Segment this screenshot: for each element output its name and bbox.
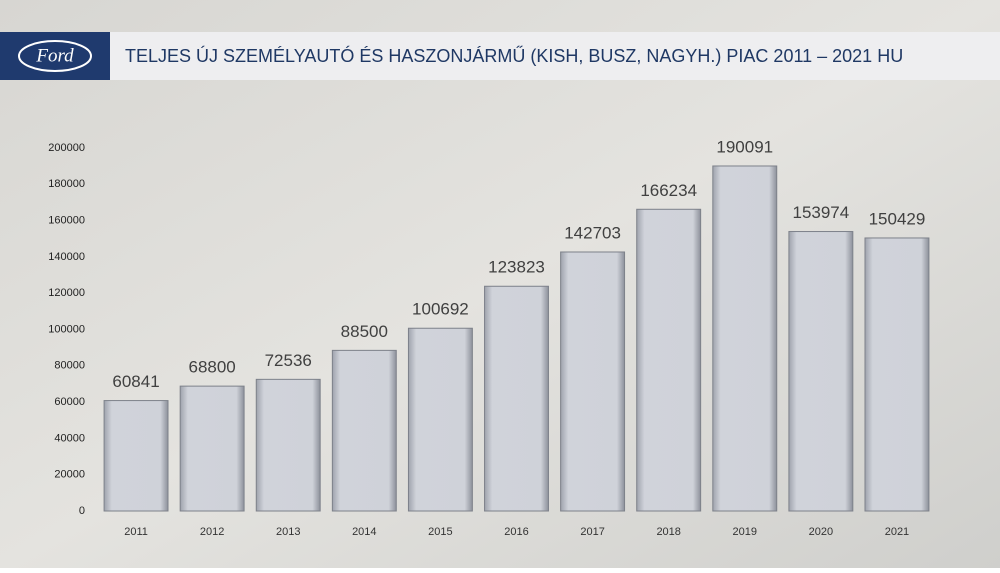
- y-tick-label: 40000: [54, 432, 85, 444]
- x-tick-label: 2014: [352, 526, 376, 538]
- y-tick-label: 100000: [48, 323, 85, 335]
- x-tick-label: 2019: [733, 526, 757, 538]
- x-tick-label: 2013: [276, 526, 300, 538]
- chart-title: TELJES ÚJ SZEMÉLYAUTÓ ÉS HASZONJÁRMŰ (KI…: [125, 45, 903, 66]
- bar: [331, 349, 397, 512]
- bar: [407, 327, 473, 512]
- x-tick-label: 2015: [428, 526, 452, 538]
- data-label: 190091: [716, 137, 773, 156]
- x-tick-label: 2012: [200, 526, 224, 538]
- y-tick-label: 20000: [54, 469, 85, 481]
- x-tick-label: 2017: [580, 526, 604, 538]
- x-tick-label: 2018: [656, 526, 680, 538]
- y-tick-label: 120000: [48, 287, 85, 299]
- data-label: 68800: [188, 358, 235, 377]
- bar: [103, 400, 169, 512]
- x-tick-label: 2021: [885, 526, 909, 538]
- y-tick-label: 140000: [48, 251, 85, 263]
- bar: [484, 285, 549, 512]
- logo-text: Ford: [35, 45, 74, 66]
- y-tick-label: 200000: [48, 142, 85, 154]
- data-label: 100692: [412, 300, 469, 319]
- data-label: 88500: [341, 322, 388, 341]
- bar: [788, 231, 854, 512]
- header-band: [0, 32, 1000, 80]
- y-tick-label: 180000: [48, 178, 85, 190]
- y-tick-label: 80000: [54, 360, 85, 372]
- data-label: 72536: [265, 351, 312, 370]
- bar: [712, 165, 778, 512]
- y-tick-label: 60000: [54, 396, 85, 408]
- bar: [560, 251, 626, 512]
- data-label: 166234: [640, 181, 697, 200]
- x-tick-label: 2011: [124, 526, 148, 538]
- data-label: 150429: [869, 209, 926, 228]
- y-tick-label: 0: [79, 505, 85, 517]
- bar: [864, 237, 930, 512]
- y-tick-label: 160000: [48, 215, 85, 227]
- logo-oval: [18, 40, 92, 72]
- x-tick-label: 2016: [504, 526, 528, 538]
- data-label: 123823: [488, 258, 545, 277]
- data-label: 60841: [112, 372, 159, 391]
- bar: [179, 385, 245, 512]
- x-tick-label: 2020: [809, 526, 833, 538]
- bar: [636, 208, 702, 512]
- data-label: 153974: [792, 203, 849, 222]
- data-label: 142703: [564, 223, 621, 242]
- bar: [255, 378, 321, 512]
